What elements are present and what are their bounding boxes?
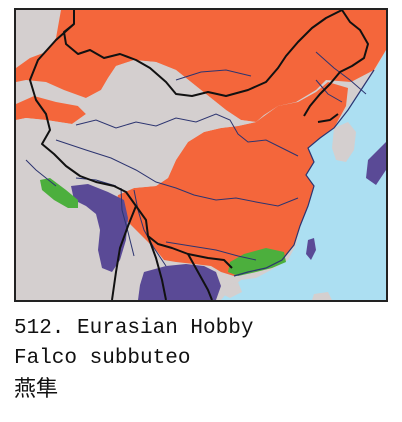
river-heilong	[315, 51, 367, 95]
border-korea	[317, 113, 339, 123]
river-salween	[120, 187, 135, 257]
range-breeding-south	[116, 82, 348, 276]
land-philippines	[312, 292, 332, 300]
range-passage-himalaya	[40, 178, 78, 208]
river-yangtze	[55, 139, 299, 207]
coastline	[233, 69, 375, 277]
land-taiwan	[306, 238, 316, 260]
river-north	[175, 69, 252, 81]
river-songhua	[315, 79, 343, 103]
range-map	[14, 8, 388, 302]
border-vietnam	[187, 253, 213, 300]
border-indochina	[111, 205, 137, 300]
river-indus	[25, 159, 57, 187]
rivers	[25, 51, 367, 267]
land-plateau	[16, 60, 256, 195]
border-china-north	[63, 10, 343, 97]
range-map-svg	[16, 10, 386, 300]
land-japan	[366, 142, 386, 185]
border-myanmar	[147, 235, 167, 300]
species-scientific-name: Falco subbuteo	[14, 347, 191, 370]
range-breeding-west	[16, 96, 86, 124]
range-breeding-north	[16, 10, 386, 122]
land-korea	[332, 122, 356, 162]
range-resident-indochina	[138, 264, 221, 300]
border-china-northeast	[303, 10, 369, 117]
border-china-west	[29, 23, 115, 187]
species-number-name: 512. Eurasian Hobby	[14, 317, 254, 340]
river-mekong	[133, 189, 167, 267]
borders	[29, 10, 369, 300]
border-china-south	[113, 185, 233, 269]
range-resident-himalaya	[71, 184, 128, 272]
land-hainan	[222, 282, 242, 298]
river-pearl	[165, 241, 257, 261]
species-chinese-name: 燕隼	[14, 377, 59, 402]
range-passage-south-china	[228, 248, 286, 276]
river-yellow	[75, 113, 299, 157]
